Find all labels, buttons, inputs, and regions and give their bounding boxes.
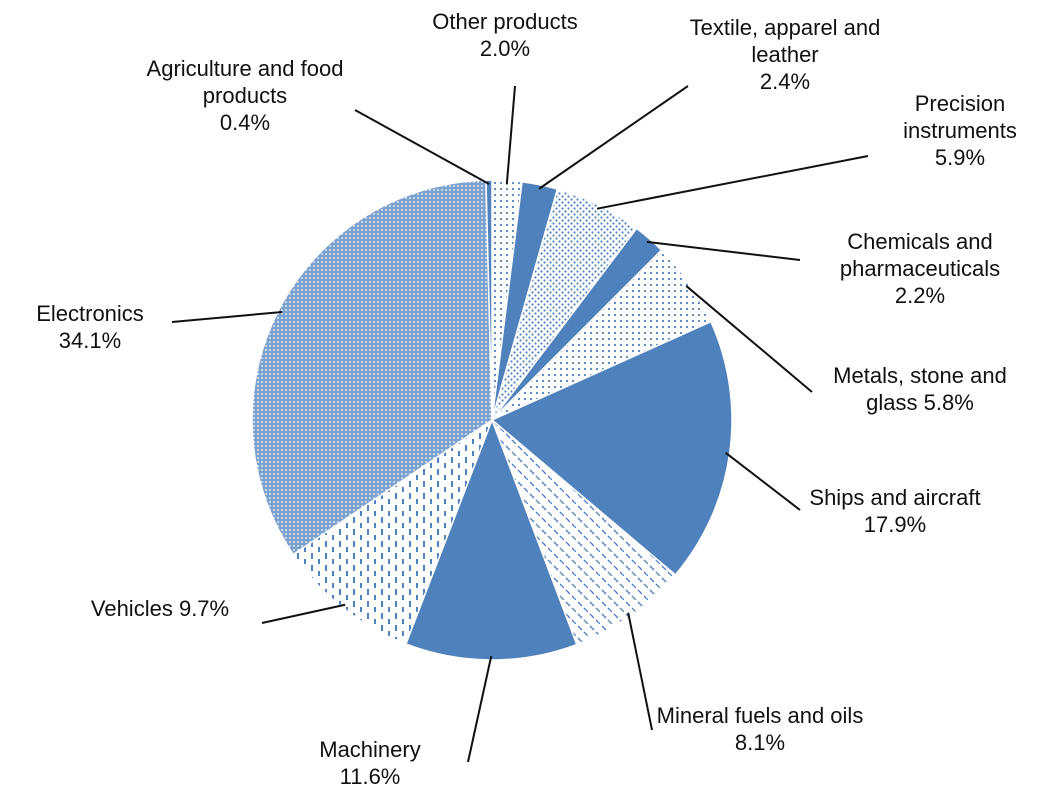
category-name: Machinery: [319, 737, 421, 762]
leader-line: [538, 85, 689, 190]
category-name: Other products: [432, 9, 578, 34]
category-name: Mineral fuels and oils: [656, 703, 864, 728]
pie-slice: [292, 418, 494, 645]
slice-label: Agriculture and food products 0.4%: [120, 55, 370, 136]
value-label: 2.0%: [479, 36, 531, 61]
slice-label: Ships and aircraft 17.9%: [790, 484, 1000, 538]
leader-line: [685, 285, 813, 393]
value-label: 11.6%: [339, 764, 401, 789]
pie-slice: [485, 179, 493, 421]
slice-label: Metals, stone and glass 5.8%: [810, 362, 1030, 416]
category-name: Agriculture and food products: [146, 56, 344, 108]
value-label: 5.9%: [934, 145, 986, 170]
slice-label: Electronics 34.1%: [5, 300, 175, 354]
slice-label: Mineral fuels and oils 8.1%: [655, 702, 865, 756]
value-label: 5.8%: [923, 390, 974, 415]
slice-label: Machinery 11.6%: [280, 736, 460, 790]
leader-line: [354, 109, 490, 185]
value-label: 17.9%: [863, 512, 927, 537]
leader-line: [261, 603, 346, 624]
slice-label: Precision instruments 5.9%: [860, 90, 1054, 171]
value-label: 9.7%: [178, 596, 230, 621]
pie-slice: [490, 417, 677, 646]
leader-line: [171, 310, 283, 323]
category-name: Textile, apparel and leather: [689, 15, 881, 67]
category-name: Precision instruments: [903, 91, 1017, 143]
leader-line: [596, 155, 869, 210]
slice-label: Other products 2.0%: [395, 8, 615, 62]
leader-line: [505, 85, 516, 185]
pie-slice: [490, 320, 733, 576]
category-name: Ships and aircraft: [809, 485, 981, 510]
leader-line: [467, 655, 493, 763]
leader-line: [646, 240, 801, 261]
slice-label: Textile, apparel and leather 2.4%: [670, 14, 900, 95]
category-name: Metals, stone and glass: [833, 363, 1007, 415]
value-label: 2.2%: [894, 283, 946, 308]
leader-line: [725, 452, 801, 511]
pie-slice: [251, 179, 493, 556]
category-name: Electronics: [36, 301, 144, 326]
value-label: 34.1%: [58, 328, 122, 353]
category-name: Vehicles: [90, 596, 173, 621]
value-label: 8.1%: [734, 730, 786, 755]
slice-label: Chemicals and pharmaceuticals 2.2%: [790, 228, 1050, 309]
leader-line: [627, 612, 653, 731]
category-name: Chemicals and pharmaceuticals: [839, 229, 1001, 281]
slice-label: Vehicles 9.7%: [55, 595, 265, 622]
value-label: 2.4%: [759, 69, 811, 94]
value-label: 0.4%: [219, 110, 271, 135]
